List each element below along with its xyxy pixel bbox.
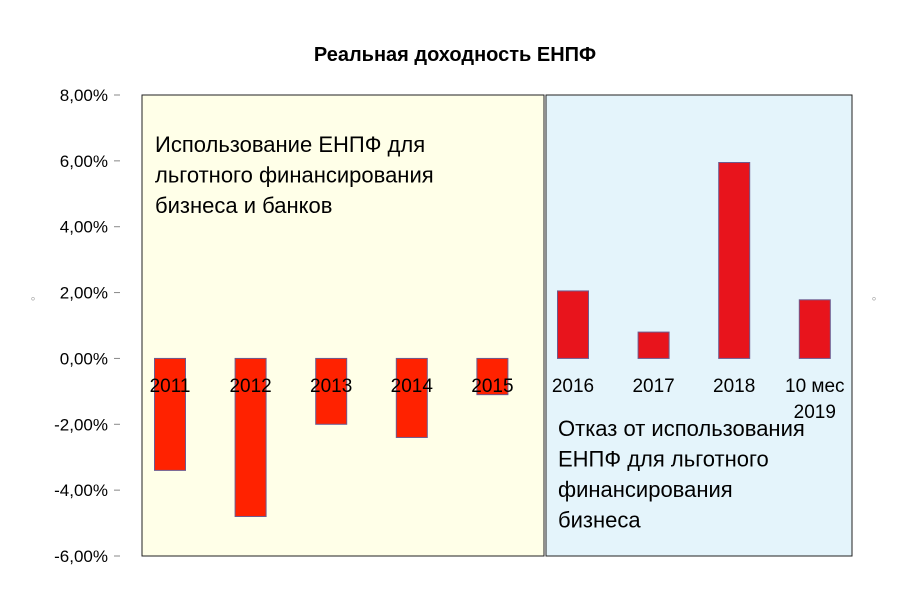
x-tick-label: 2012 bbox=[229, 376, 271, 397]
x-tick-label: 2015 bbox=[471, 376, 513, 397]
bar-2017 bbox=[637, 331, 670, 359]
y-tick-label: 2,00% bbox=[60, 284, 108, 303]
annotation-period-2: финансирования bbox=[558, 477, 733, 502]
x-tick-label: 2013 bbox=[310, 376, 352, 397]
x-tick-label: 2019 bbox=[794, 402, 836, 423]
annotation-period-2: ЕНПФ для льготного bbox=[558, 447, 769, 472]
bar-2011 bbox=[154, 357, 186, 471]
y-tick-label: -6,00% bbox=[54, 547, 108, 566]
annotation-period-2: Отказ от использования bbox=[558, 416, 805, 441]
x-tick-label: 2014 bbox=[391, 376, 434, 397]
y-tick-label: 6,00% bbox=[60, 152, 108, 171]
right-edge-mark: ◦ bbox=[872, 290, 877, 306]
bar-2012 bbox=[234, 357, 267, 517]
x-tick-label: 2018 bbox=[713, 376, 755, 397]
annotation-period-1: льготного финансирования bbox=[155, 163, 434, 188]
bar-2014 bbox=[395, 357, 428, 438]
x-axis-ticks: 2011 2012 2013 2014 2015 2016 2017 2018 10 мес 20… bbox=[150, 376, 845, 423]
x-tick-label: 2011 bbox=[150, 376, 191, 397]
annotation-period-1: Использование ЕНПФ для bbox=[155, 132, 425, 157]
y-tick-label: 4,00% bbox=[60, 218, 108, 237]
x-tick-label: 10 мес bbox=[785, 376, 845, 397]
bar-10-мес-2019 bbox=[798, 299, 831, 359]
region-layer bbox=[141, 94, 853, 557]
bar-2013 bbox=[315, 357, 348, 425]
y-tick-label: 8,00% bbox=[60, 86, 108, 105]
x-tick-label: 2017 bbox=[632, 376, 674, 397]
left-edge-mark: ◦ bbox=[31, 290, 36, 306]
annotation-period-1: бизнеса и банков bbox=[155, 193, 332, 218]
y-tick-label: -4,00% bbox=[54, 481, 108, 500]
bar-layer bbox=[154, 162, 831, 517]
annotation-period-2: бизнеса bbox=[558, 508, 641, 533]
chart-title: Реальная доходность ЕНПФ bbox=[314, 44, 596, 66]
annotation-layer: Использование ЕНПФ для льготного финансир… bbox=[155, 132, 805, 533]
region-period-1 bbox=[141, 94, 545, 557]
y-tick-label: 0,00% bbox=[60, 349, 108, 368]
bar-2018 bbox=[718, 162, 751, 359]
y-tick-label: -2,00% bbox=[54, 415, 108, 434]
y-axis-ticks: 8,00% 6,00% 4,00% 2,00% 0,00% -2,00% -4,00% -6,… bbox=[54, 86, 120, 566]
x-tick-label: 2016 bbox=[552, 376, 594, 397]
bar-2015 bbox=[476, 357, 509, 396]
bar-2016 bbox=[557, 290, 589, 359]
